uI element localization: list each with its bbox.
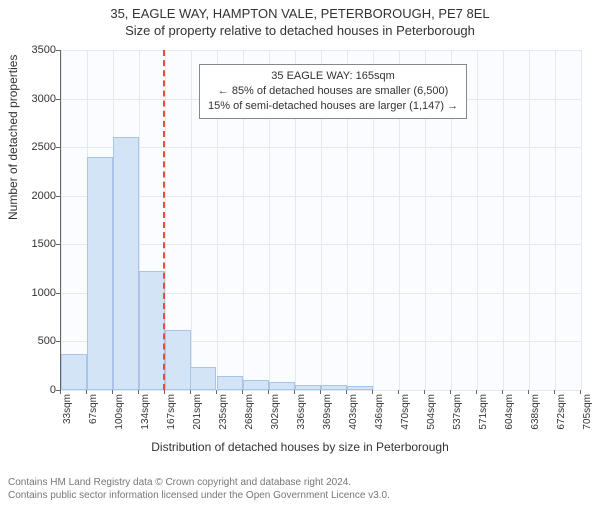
xtick-mark [216,390,217,394]
xtick-label: 672sqm [556,394,567,444]
footer-line2: Contains public sector information licen… [8,489,390,502]
plot-region: 35 EAGLE WAY: 165sqm← 85% of detached ho… [60,50,581,391]
annotation-line2: ← 85% of detached houses are smaller (6,… [208,84,458,99]
gridline-v [191,50,192,390]
xtick-label: 436sqm [374,394,385,444]
histogram-bar [190,367,216,390]
ytick-label: 3500 [16,44,56,56]
xtick-label: 604sqm [504,394,515,444]
ytick-label: 1500 [16,238,56,250]
footer-line1: Contains HM Land Registry data © Crown c… [8,476,390,489]
footer-attribution: Contains HM Land Registry data © Crown c… [8,476,390,502]
xtick-label: 302sqm [270,394,281,444]
gridline-v [555,50,556,390]
xtick-mark [320,390,321,394]
xtick-mark [554,390,555,394]
ytick-label: 0 [16,384,56,396]
ytick-mark [56,147,60,148]
xtick-mark [190,390,191,394]
xtick-mark [112,390,113,394]
xtick-label: 537sqm [452,394,463,444]
histogram-bar [243,380,269,390]
xtick-label: 235sqm [218,394,229,444]
chart-area: Number of detached properties 35 EAGLE W… [0,42,600,452]
histogram-bar [61,354,87,390]
xtick-mark [580,390,581,394]
xtick-label: 67sqm [88,394,99,444]
histogram-bar [165,330,191,390]
histogram-bar [113,137,139,390]
xtick-mark [60,390,61,394]
xtick-label: 201sqm [192,394,203,444]
ytick-mark [56,50,60,51]
xtick-mark [502,390,503,394]
xtick-mark [268,390,269,394]
ytick-mark [56,99,60,100]
histogram-bar [321,385,347,390]
histogram-bar [269,382,295,390]
histogram-bar [295,385,321,390]
xtick-label: 470sqm [400,394,411,444]
gridline-v [477,50,478,390]
chart-title-main: 35, EAGLE WAY, HAMPTON VALE, PETERBOROUG… [0,6,600,21]
histogram-bar [217,376,243,390]
chart-title-sub: Size of property relative to detached ho… [0,23,600,38]
xtick-mark [528,390,529,394]
xtick-label: 134sqm [140,394,151,444]
xtick-label: 705sqm [582,394,593,444]
xtick-mark [164,390,165,394]
xtick-mark [424,390,425,394]
ytick-mark [56,196,60,197]
histogram-bar [347,386,373,390]
reference-line [163,50,165,390]
ytick-label: 1000 [16,287,56,299]
xtick-label: 504sqm [426,394,437,444]
xtick-label: 403sqm [348,394,359,444]
histogram-bar [87,157,113,390]
xtick-mark [398,390,399,394]
xtick-mark [294,390,295,394]
xtick-label: 336sqm [296,394,307,444]
annotation-box: 35 EAGLE WAY: 165sqm← 85% of detached ho… [199,64,467,119]
xtick-label: 100sqm [114,394,125,444]
xtick-mark [242,390,243,394]
gridline-v [61,50,62,390]
ytick-mark [56,341,60,342]
xtick-mark [450,390,451,394]
xtick-label: 638sqm [530,394,541,444]
xtick-label: 33sqm [62,394,73,444]
xtick-mark [476,390,477,394]
chart-container: 35, EAGLE WAY, HAMPTON VALE, PETERBOROUG… [0,6,600,506]
ytick-label: 2000 [16,190,56,202]
annotation-line3: 15% of semi-detached houses are larger (… [208,99,458,114]
xtick-label: 369sqm [322,394,333,444]
annotation-line1: 35 EAGLE WAY: 165sqm [208,69,458,84]
histogram-bar [139,271,165,390]
xtick-mark [346,390,347,394]
xtick-label: 167sqm [166,394,177,444]
ytick-mark [56,293,60,294]
xtick-mark [138,390,139,394]
gridline-v [503,50,504,390]
ytick-label: 500 [16,335,56,347]
gridline-h [61,390,581,391]
gridline-v [529,50,530,390]
ytick-label: 2500 [16,141,56,153]
xtick-mark [86,390,87,394]
xtick-label: 571sqm [478,394,489,444]
gridline-v [581,50,582,390]
ytick-mark [56,244,60,245]
xtick-label: 268sqm [244,394,255,444]
ytick-label: 3000 [16,93,56,105]
xtick-mark [372,390,373,394]
